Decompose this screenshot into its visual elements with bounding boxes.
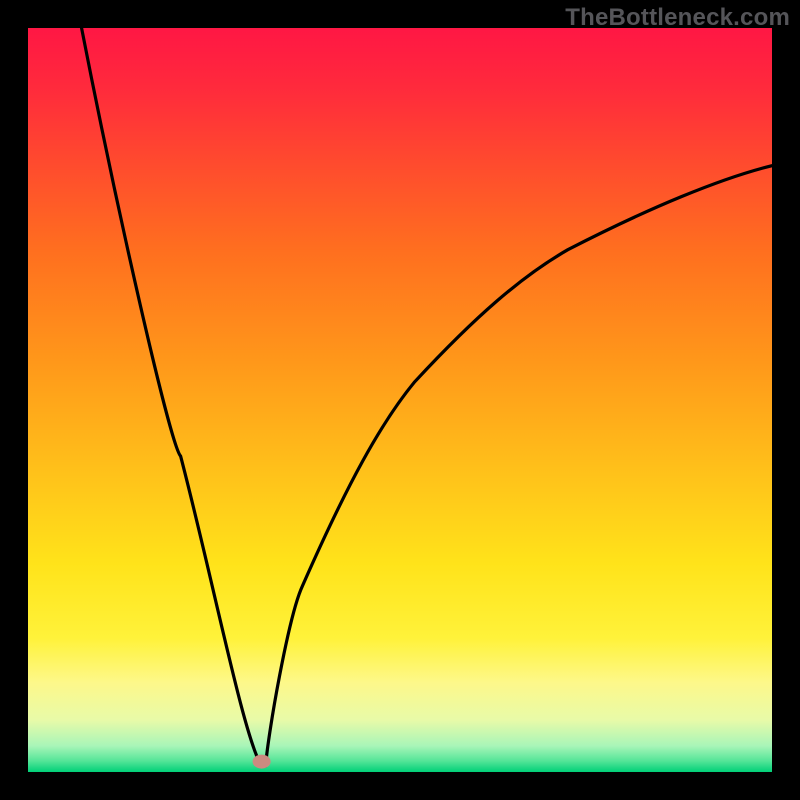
optimal-point-marker	[253, 755, 271, 769]
chart-frame: TheBottleneck.com	[0, 0, 800, 800]
watermark-text: TheBottleneck.com	[565, 4, 790, 32]
bottleneck-chart	[0, 0, 800, 800]
